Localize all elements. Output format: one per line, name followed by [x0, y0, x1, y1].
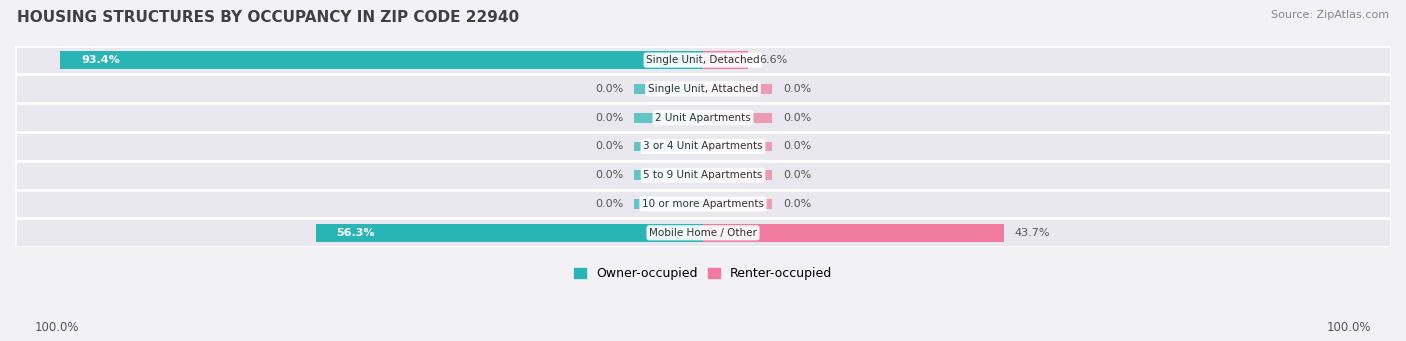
Text: Source: ZipAtlas.com: Source: ZipAtlas.com [1271, 10, 1389, 20]
Bar [634, 113, 703, 122]
Bar [703, 113, 772, 122]
Bar [15, 46, 1391, 74]
Text: 5 to 9 Unit Apartments: 5 to 9 Unit Apartments [644, 170, 762, 180]
Text: 3 or 4 Unit Apartments: 3 or 4 Unit Apartments [643, 142, 763, 151]
Text: 43.7%: 43.7% [1015, 228, 1050, 238]
Bar [703, 224, 1004, 242]
Text: 56.3%: 56.3% [336, 228, 375, 238]
Bar [634, 142, 703, 151]
Text: HOUSING STRUCTURES BY OCCUPANCY IN ZIP CODE 22940: HOUSING STRUCTURES BY OCCUPANCY IN ZIP C… [17, 10, 519, 25]
Bar [703, 84, 772, 94]
Text: 93.4%: 93.4% [82, 55, 120, 65]
Bar [15, 161, 1391, 190]
Bar [634, 170, 703, 180]
Text: 0.0%: 0.0% [595, 142, 623, 151]
Text: 0.0%: 0.0% [783, 199, 811, 209]
Bar [703, 199, 772, 209]
Text: 0.0%: 0.0% [783, 170, 811, 180]
Text: 10 or more Apartments: 10 or more Apartments [643, 199, 763, 209]
Text: 0.0%: 0.0% [595, 84, 623, 94]
Bar [634, 84, 703, 94]
Text: 0.0%: 0.0% [595, 113, 623, 123]
Bar [703, 170, 772, 180]
Text: 0.0%: 0.0% [595, 199, 623, 209]
Bar [15, 190, 1391, 219]
Bar [316, 224, 703, 242]
Text: 2 Unit Apartments: 2 Unit Apartments [655, 113, 751, 123]
Text: 0.0%: 0.0% [783, 113, 811, 123]
Bar [60, 51, 703, 69]
Text: 100.0%: 100.0% [35, 321, 80, 334]
Text: 6.6%: 6.6% [759, 55, 787, 65]
Text: 0.0%: 0.0% [783, 84, 811, 94]
Text: 0.0%: 0.0% [783, 142, 811, 151]
Legend: Owner-occupied, Renter-occupied: Owner-occupied, Renter-occupied [568, 262, 838, 285]
Bar [15, 132, 1391, 161]
Bar [15, 103, 1391, 132]
Text: Mobile Home / Other: Mobile Home / Other [650, 228, 756, 238]
Text: 100.0%: 100.0% [1326, 321, 1371, 334]
Bar [15, 219, 1391, 247]
Bar [15, 74, 1391, 103]
Text: Single Unit, Attached: Single Unit, Attached [648, 84, 758, 94]
Bar [703, 51, 748, 69]
Text: Single Unit, Detached: Single Unit, Detached [647, 55, 759, 65]
Bar [634, 199, 703, 209]
Bar [703, 142, 772, 151]
Text: 0.0%: 0.0% [595, 170, 623, 180]
